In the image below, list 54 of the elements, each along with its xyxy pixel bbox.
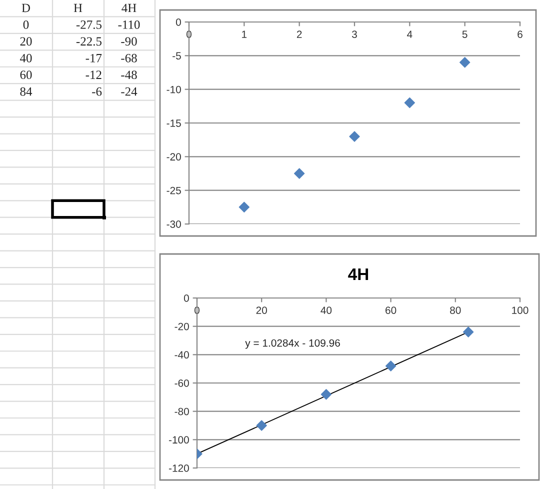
text: -90 — [121, 37, 137, 46]
annotation: y = 1.0284x - 109.96 — [245, 339, 340, 349]
x-tick-label: 4 — [407, 30, 412, 38]
point — [404, 97, 416, 108]
x-tick-label: 5 — [462, 30, 468, 38]
y-tick-label: -60 — [174, 380, 189, 387]
point — [294, 168, 305, 179]
text: 60 — [20, 70, 32, 80]
y-tick-label: 0 — [176, 18, 181, 26]
y-tick-label: 0 — [184, 294, 189, 302]
x-tick-label: 60 — [386, 306, 396, 314]
x-tick-label: 80 — [450, 306, 461, 314]
text: -24 — [121, 87, 138, 96]
text: -17 — [86, 54, 102, 62]
x-tick-label: 40 — [320, 306, 332, 314]
y-tick-label: -20 — [174, 322, 189, 330]
text: D — [22, 4, 30, 12]
text: 84 — [20, 87, 32, 96]
text: -12 — [86, 70, 102, 79]
text: -6 — [92, 87, 102, 96]
text: -110 — [118, 20, 140, 29]
text: 4H — [122, 4, 136, 12]
y-tick-label: -80 — [174, 408, 189, 416]
y-tick-label: -100 — [168, 436, 189, 444]
point — [462, 326, 474, 338]
text: 20 — [20, 37, 32, 46]
y-tick-label: -5 — [172, 52, 181, 60]
x-tick-label: 6 — [518, 30, 522, 38]
y-tick-label: -20 — [166, 153, 181, 161]
y-tick-label: -40 — [174, 351, 189, 359]
point — [256, 420, 267, 431]
x-tick-label: 20 — [256, 306, 267, 314]
text: -27.5 — [76, 20, 102, 29]
y-tick-label: -25 — [166, 186, 181, 194]
point — [238, 202, 250, 213]
x-tick-label: 3 — [352, 30, 357, 38]
x-tick-label: 100 — [512, 306, 528, 314]
y-tick-label: -15 — [166, 120, 181, 127]
point — [349, 131, 360, 142]
y-tick-label: -10 — [166, 86, 181, 94]
text: H — [74, 4, 82, 12]
text: 0 — [23, 20, 29, 29]
text: 40 — [20, 54, 32, 62]
point — [385, 360, 396, 372]
text: -48 — [121, 70, 137, 80]
point — [459, 57, 470, 68]
point — [320, 388, 332, 400]
y-tick-label: -30 — [166, 220, 181, 228]
x-tick-label: 1 — [242, 30, 247, 38]
y-tick-label: -120 — [168, 464, 189, 472]
text: -68 — [121, 54, 137, 62]
text: -22.5 — [76, 37, 102, 46]
x-tick-label: 2 — [296, 30, 302, 38]
chart-title: 4H — [348, 268, 368, 280]
